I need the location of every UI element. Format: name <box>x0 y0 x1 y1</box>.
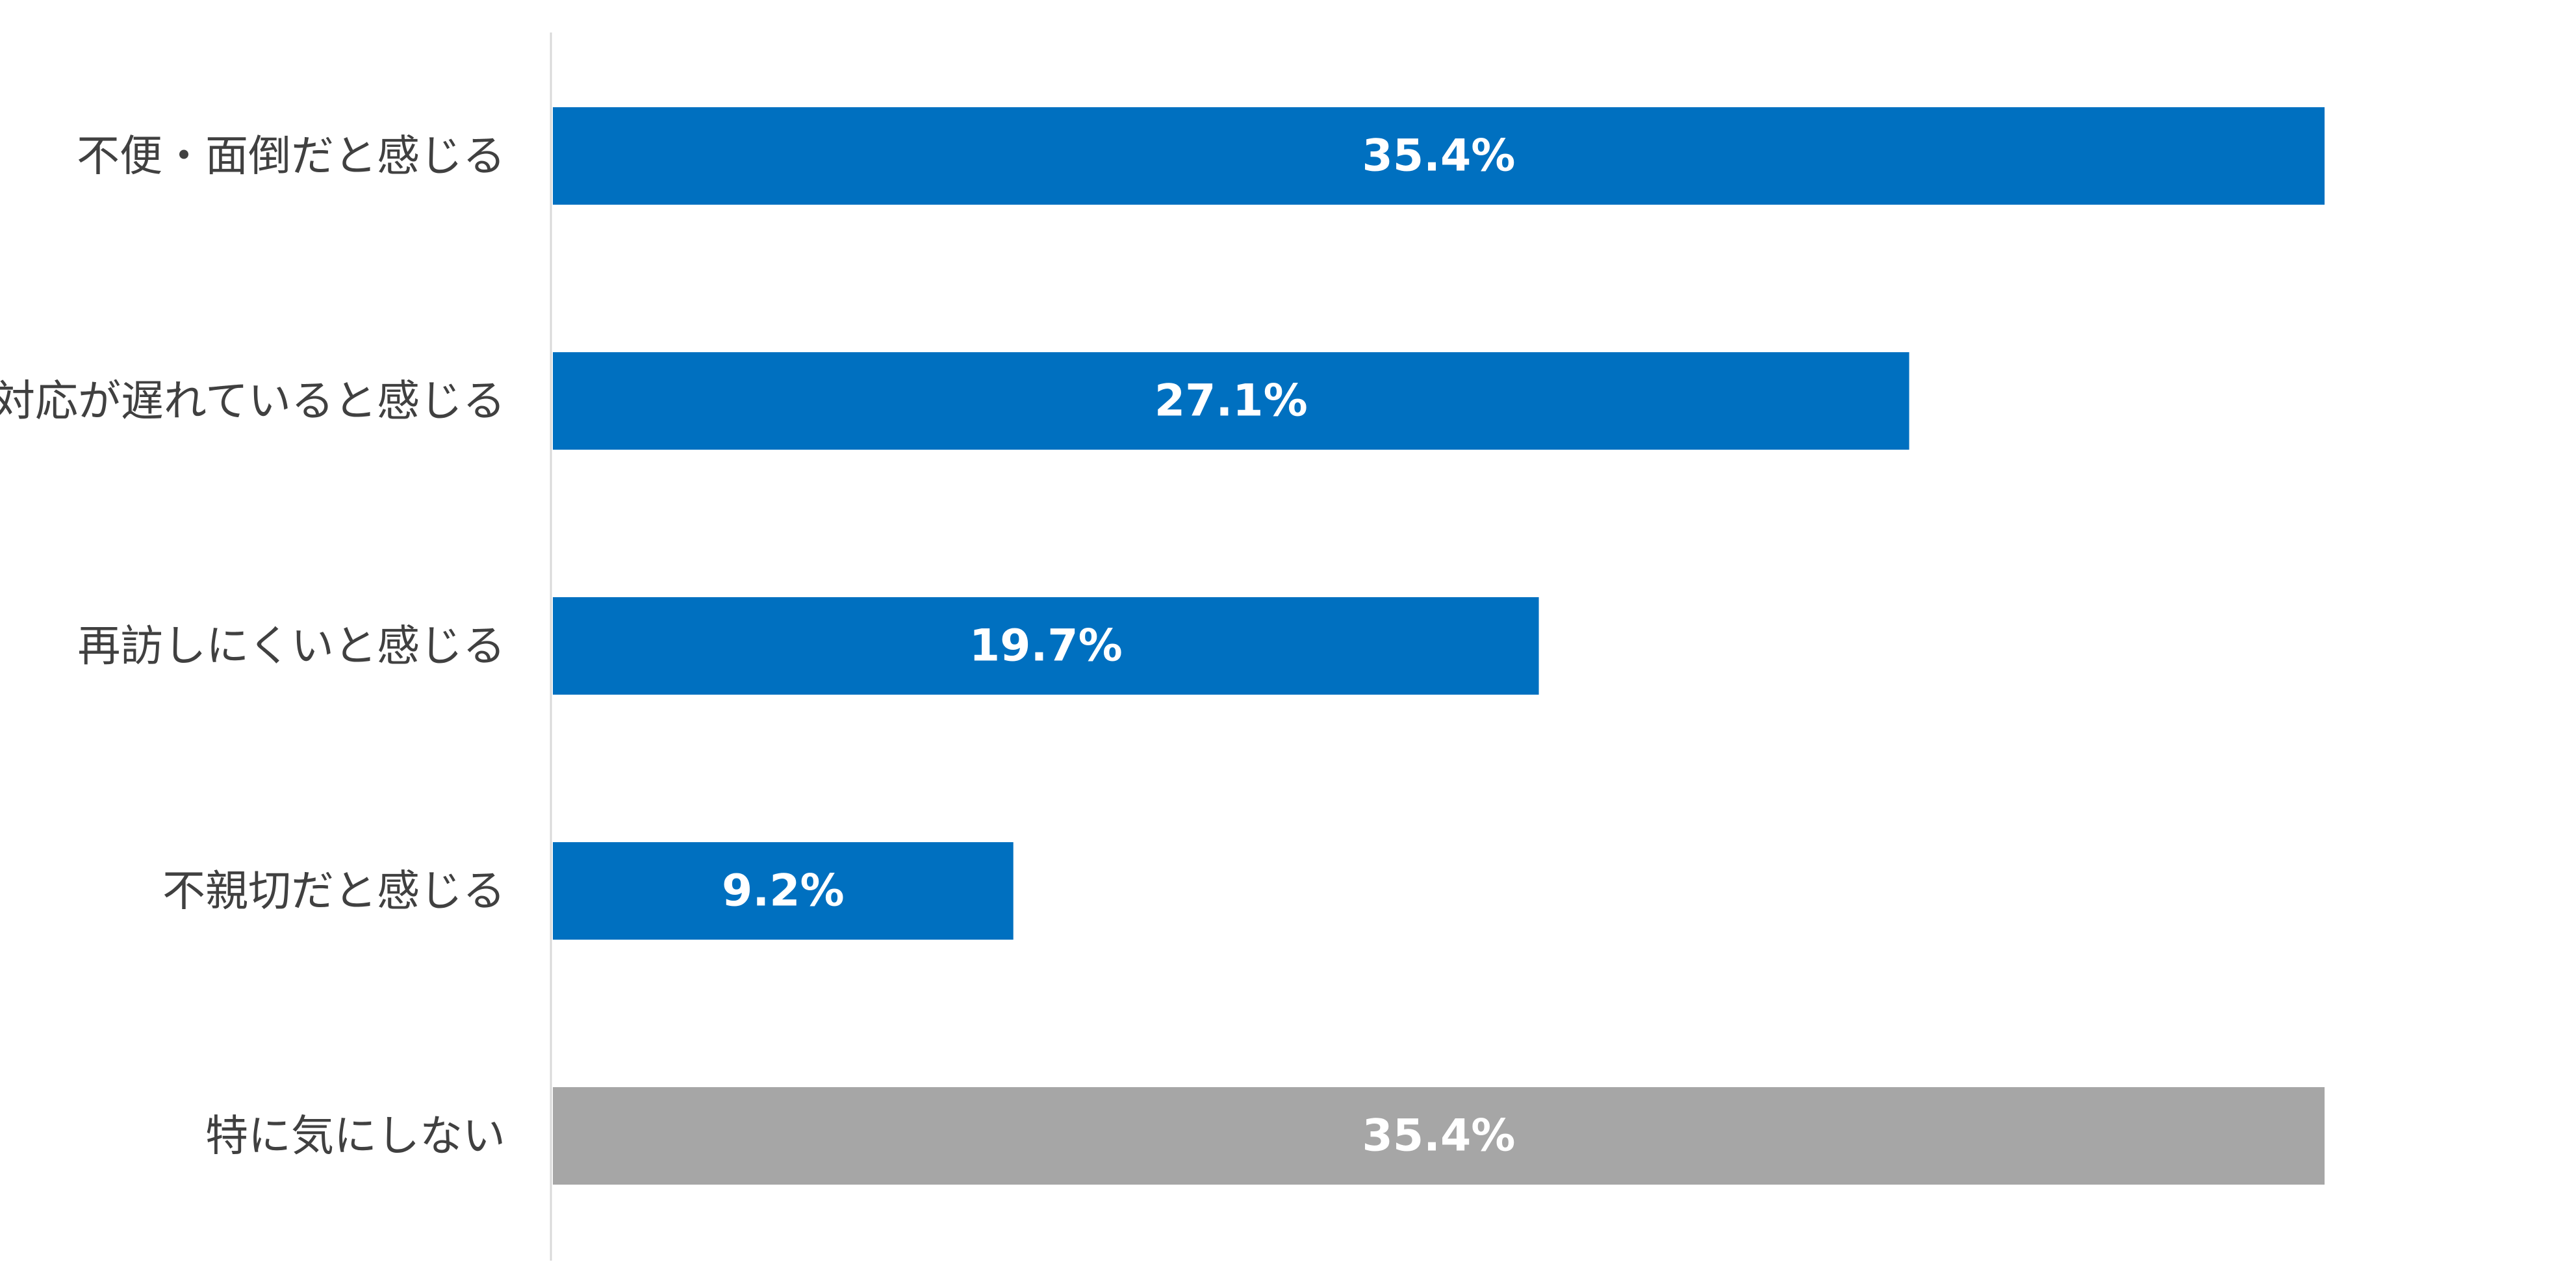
data-label-3: 9.2% <box>722 866 845 917</box>
data-label-4: 35.4% <box>1362 1111 1516 1162</box>
bar-2 <box>553 597 1539 695</box>
data-label-1: 27.1% <box>1154 376 1308 427</box>
bars-layer <box>553 107 2325 1185</box>
category-label-3: 不親切だと感じる <box>162 866 505 916</box>
bar-0 <box>553 107 2325 205</box>
bar-1 <box>553 352 1909 450</box>
category-label-4: 特に気にしない <box>205 1111 505 1161</box>
category-label-2: 再訪しにくいと感じる <box>77 621 505 671</box>
category-label-0: 不便・面倒だと感じる <box>77 131 505 181</box>
bar-4 <box>553 1087 2325 1185</box>
category-label-1: 対応が遅れていると感じる <box>0 376 505 426</box>
data-label-0: 35.4% <box>1362 131 1516 182</box>
data-label-2: 19.7% <box>969 621 1123 672</box>
bar-3 <box>553 842 1014 940</box>
category-labels-layer: 不便・面倒だと感じる対応が遅れていると感じる再訪しにくいと感じる不親切だと感じる… <box>0 131 505 1161</box>
value-labels-layer: 35.4% 27.1% 19.7% 9.2% 35.4% <box>722 131 1515 1162</box>
